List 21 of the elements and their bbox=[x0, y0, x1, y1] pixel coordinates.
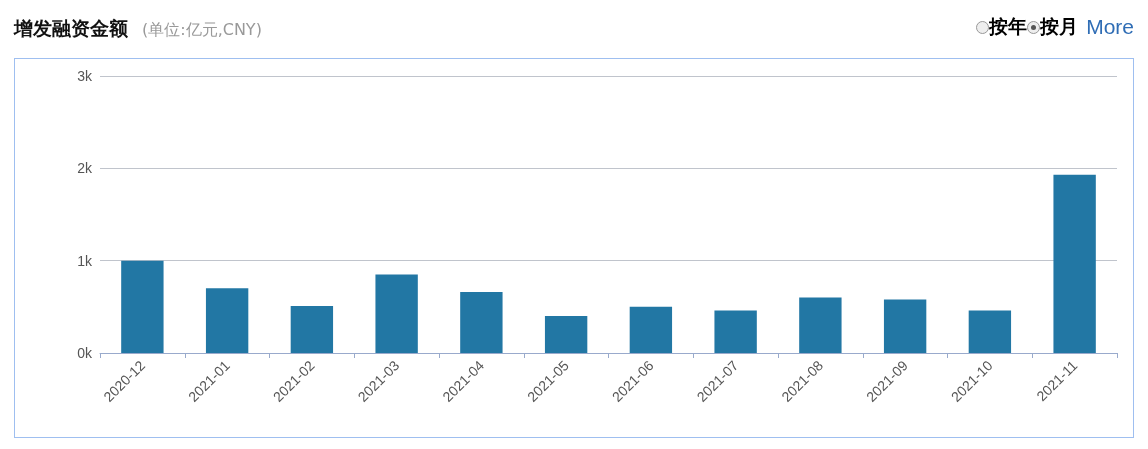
bar bbox=[460, 292, 503, 353]
bar bbox=[968, 310, 1012, 353]
y-tick-label: 3k bbox=[77, 68, 93, 84]
bar bbox=[121, 260, 164, 353]
bar bbox=[544, 316, 588, 353]
bar bbox=[1053, 174, 1096, 353]
chart-title: 增发融资金额 bbox=[14, 17, 128, 39]
y-tick-label: 0k bbox=[77, 345, 93, 361]
bar bbox=[883, 299, 927, 353]
y-tick-label: 1k bbox=[77, 252, 93, 269]
bar bbox=[799, 297, 842, 353]
bar bbox=[205, 288, 249, 353]
bar bbox=[375, 274, 418, 353]
text: 按月 bbox=[1040, 14, 1079, 39]
chart-subtitle: (单位:亿元,CNY) bbox=[142, 20, 262, 39]
y-tick-label: 2k bbox=[77, 160, 93, 177]
bar bbox=[290, 305, 334, 353]
text: More bbox=[1086, 15, 1134, 39]
bar bbox=[629, 306, 673, 353]
bar bbox=[714, 310, 757, 353]
text: 按年 bbox=[989, 14, 1028, 39]
